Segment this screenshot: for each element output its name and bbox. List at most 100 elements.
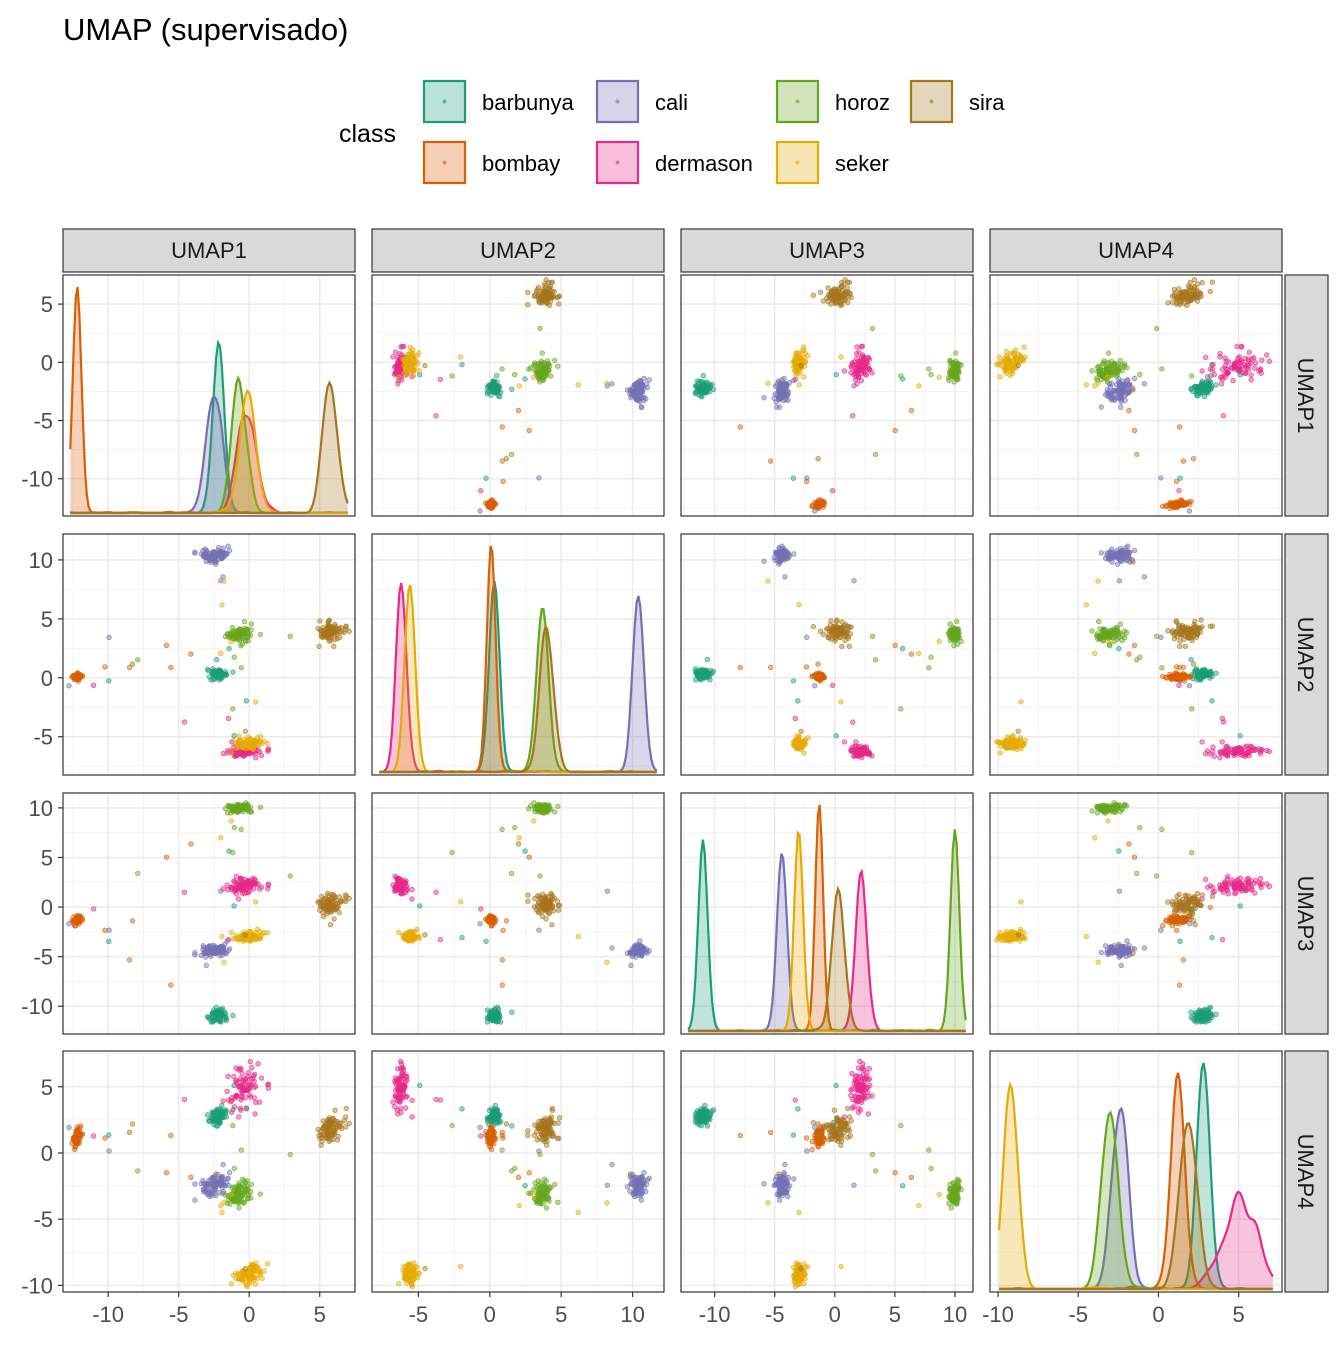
point-bombay — [527, 855, 532, 860]
point-seker — [402, 363, 407, 368]
point-barbunya — [705, 387, 710, 392]
point-cali — [775, 405, 780, 410]
point-cali — [605, 889, 610, 894]
point-seker — [408, 345, 413, 350]
point-cali — [67, 921, 72, 926]
point-sira — [332, 896, 337, 901]
point-dermason — [1260, 747, 1265, 752]
point-dermason — [230, 887, 235, 892]
point-horoz — [556, 364, 561, 369]
point-sira — [835, 289, 840, 294]
point-seker — [255, 736, 260, 741]
point-sira — [846, 636, 851, 641]
point-horoz — [535, 366, 540, 371]
point-horoz — [927, 367, 932, 372]
point-seker — [1084, 383, 1089, 388]
point-horoz — [1138, 372, 1143, 377]
point-seker — [802, 741, 807, 746]
point-bombay — [738, 665, 743, 670]
point-dermason — [1212, 372, 1217, 377]
point-dermason — [854, 740, 859, 745]
point-dermason — [1220, 377, 1225, 382]
point-dermason — [864, 373, 869, 378]
point-barbunya — [705, 657, 710, 662]
y-tick-label: 0 — [41, 666, 53, 691]
point-horoz — [528, 366, 533, 371]
legend-label: seker — [835, 151, 889, 176]
point-dermason — [1243, 751, 1248, 756]
panel-UMAP1-UMAP1: -10-505 — [21, 275, 355, 516]
point-dermason — [856, 366, 861, 371]
point-cali — [107, 928, 112, 933]
point-cali — [537, 928, 542, 933]
point-barbunya — [107, 679, 112, 684]
point-cali — [1132, 548, 1137, 553]
point-seker — [1011, 368, 1016, 373]
point-barbunya — [695, 379, 700, 384]
point-seker — [766, 381, 771, 386]
point-dermason — [842, 740, 847, 745]
point-dermason — [1237, 748, 1242, 753]
point-horoz — [929, 655, 934, 660]
point-horoz — [952, 380, 957, 385]
point-seker — [1005, 355, 1010, 360]
point-horoz — [1104, 631, 1109, 636]
point-bombay — [768, 665, 773, 670]
point-horoz — [225, 811, 230, 816]
point-seker — [839, 355, 844, 360]
point-sira — [1193, 293, 1198, 298]
point-bombay — [1132, 428, 1137, 433]
point-seker — [258, 740, 263, 745]
point-bombay — [489, 503, 494, 508]
point-horoz — [223, 634, 228, 639]
point-horoz — [538, 874, 543, 879]
point-cali — [478, 509, 483, 514]
point-horoz — [948, 638, 953, 643]
point-seker — [801, 359, 806, 364]
point-horoz — [929, 372, 934, 377]
legend-label: horoz — [835, 90, 890, 115]
point-horoz — [538, 326, 543, 331]
point-horoz — [542, 807, 547, 812]
point-horoz — [1189, 374, 1194, 379]
point-barbunya — [703, 673, 708, 678]
point-dermason — [410, 897, 415, 902]
point-seker — [248, 931, 253, 936]
point-dermason — [1267, 749, 1272, 754]
point-cali — [218, 549, 223, 554]
point-horoz — [899, 374, 904, 379]
point-cali — [205, 951, 210, 956]
point-cali — [478, 921, 483, 926]
point-bombay — [1174, 479, 1179, 484]
y-tick-label: -5 — [33, 945, 53, 970]
point-bombay — [189, 842, 194, 847]
point-dermason — [850, 720, 855, 725]
point-horoz — [288, 634, 293, 639]
point-sira — [1016, 729, 1021, 734]
point-horoz — [135, 658, 140, 663]
point-sira — [1177, 623, 1182, 628]
point-barbunya — [1238, 733, 1243, 738]
point-cali — [777, 395, 782, 400]
point-dermason — [240, 885, 245, 890]
point-sira — [1188, 630, 1193, 635]
point-cali — [67, 683, 72, 688]
point-barbunya — [490, 1012, 495, 1017]
point-barbunya — [1202, 673, 1207, 678]
point-cali — [107, 635, 112, 640]
point-sira — [1178, 639, 1183, 644]
point-dermason — [478, 488, 483, 493]
point-barbunya — [227, 646, 232, 651]
legend-point-dermason — [616, 161, 620, 165]
point-dermason — [1218, 755, 1223, 760]
point-dermason — [1249, 361, 1254, 366]
point-bombay — [909, 408, 914, 413]
point-cali — [209, 560, 214, 565]
point-dermason — [396, 877, 401, 882]
point-sira — [846, 294, 851, 299]
point-sira — [1195, 632, 1200, 637]
point-cali — [640, 395, 645, 400]
point-sira — [331, 908, 336, 913]
point-sira — [1188, 288, 1193, 293]
